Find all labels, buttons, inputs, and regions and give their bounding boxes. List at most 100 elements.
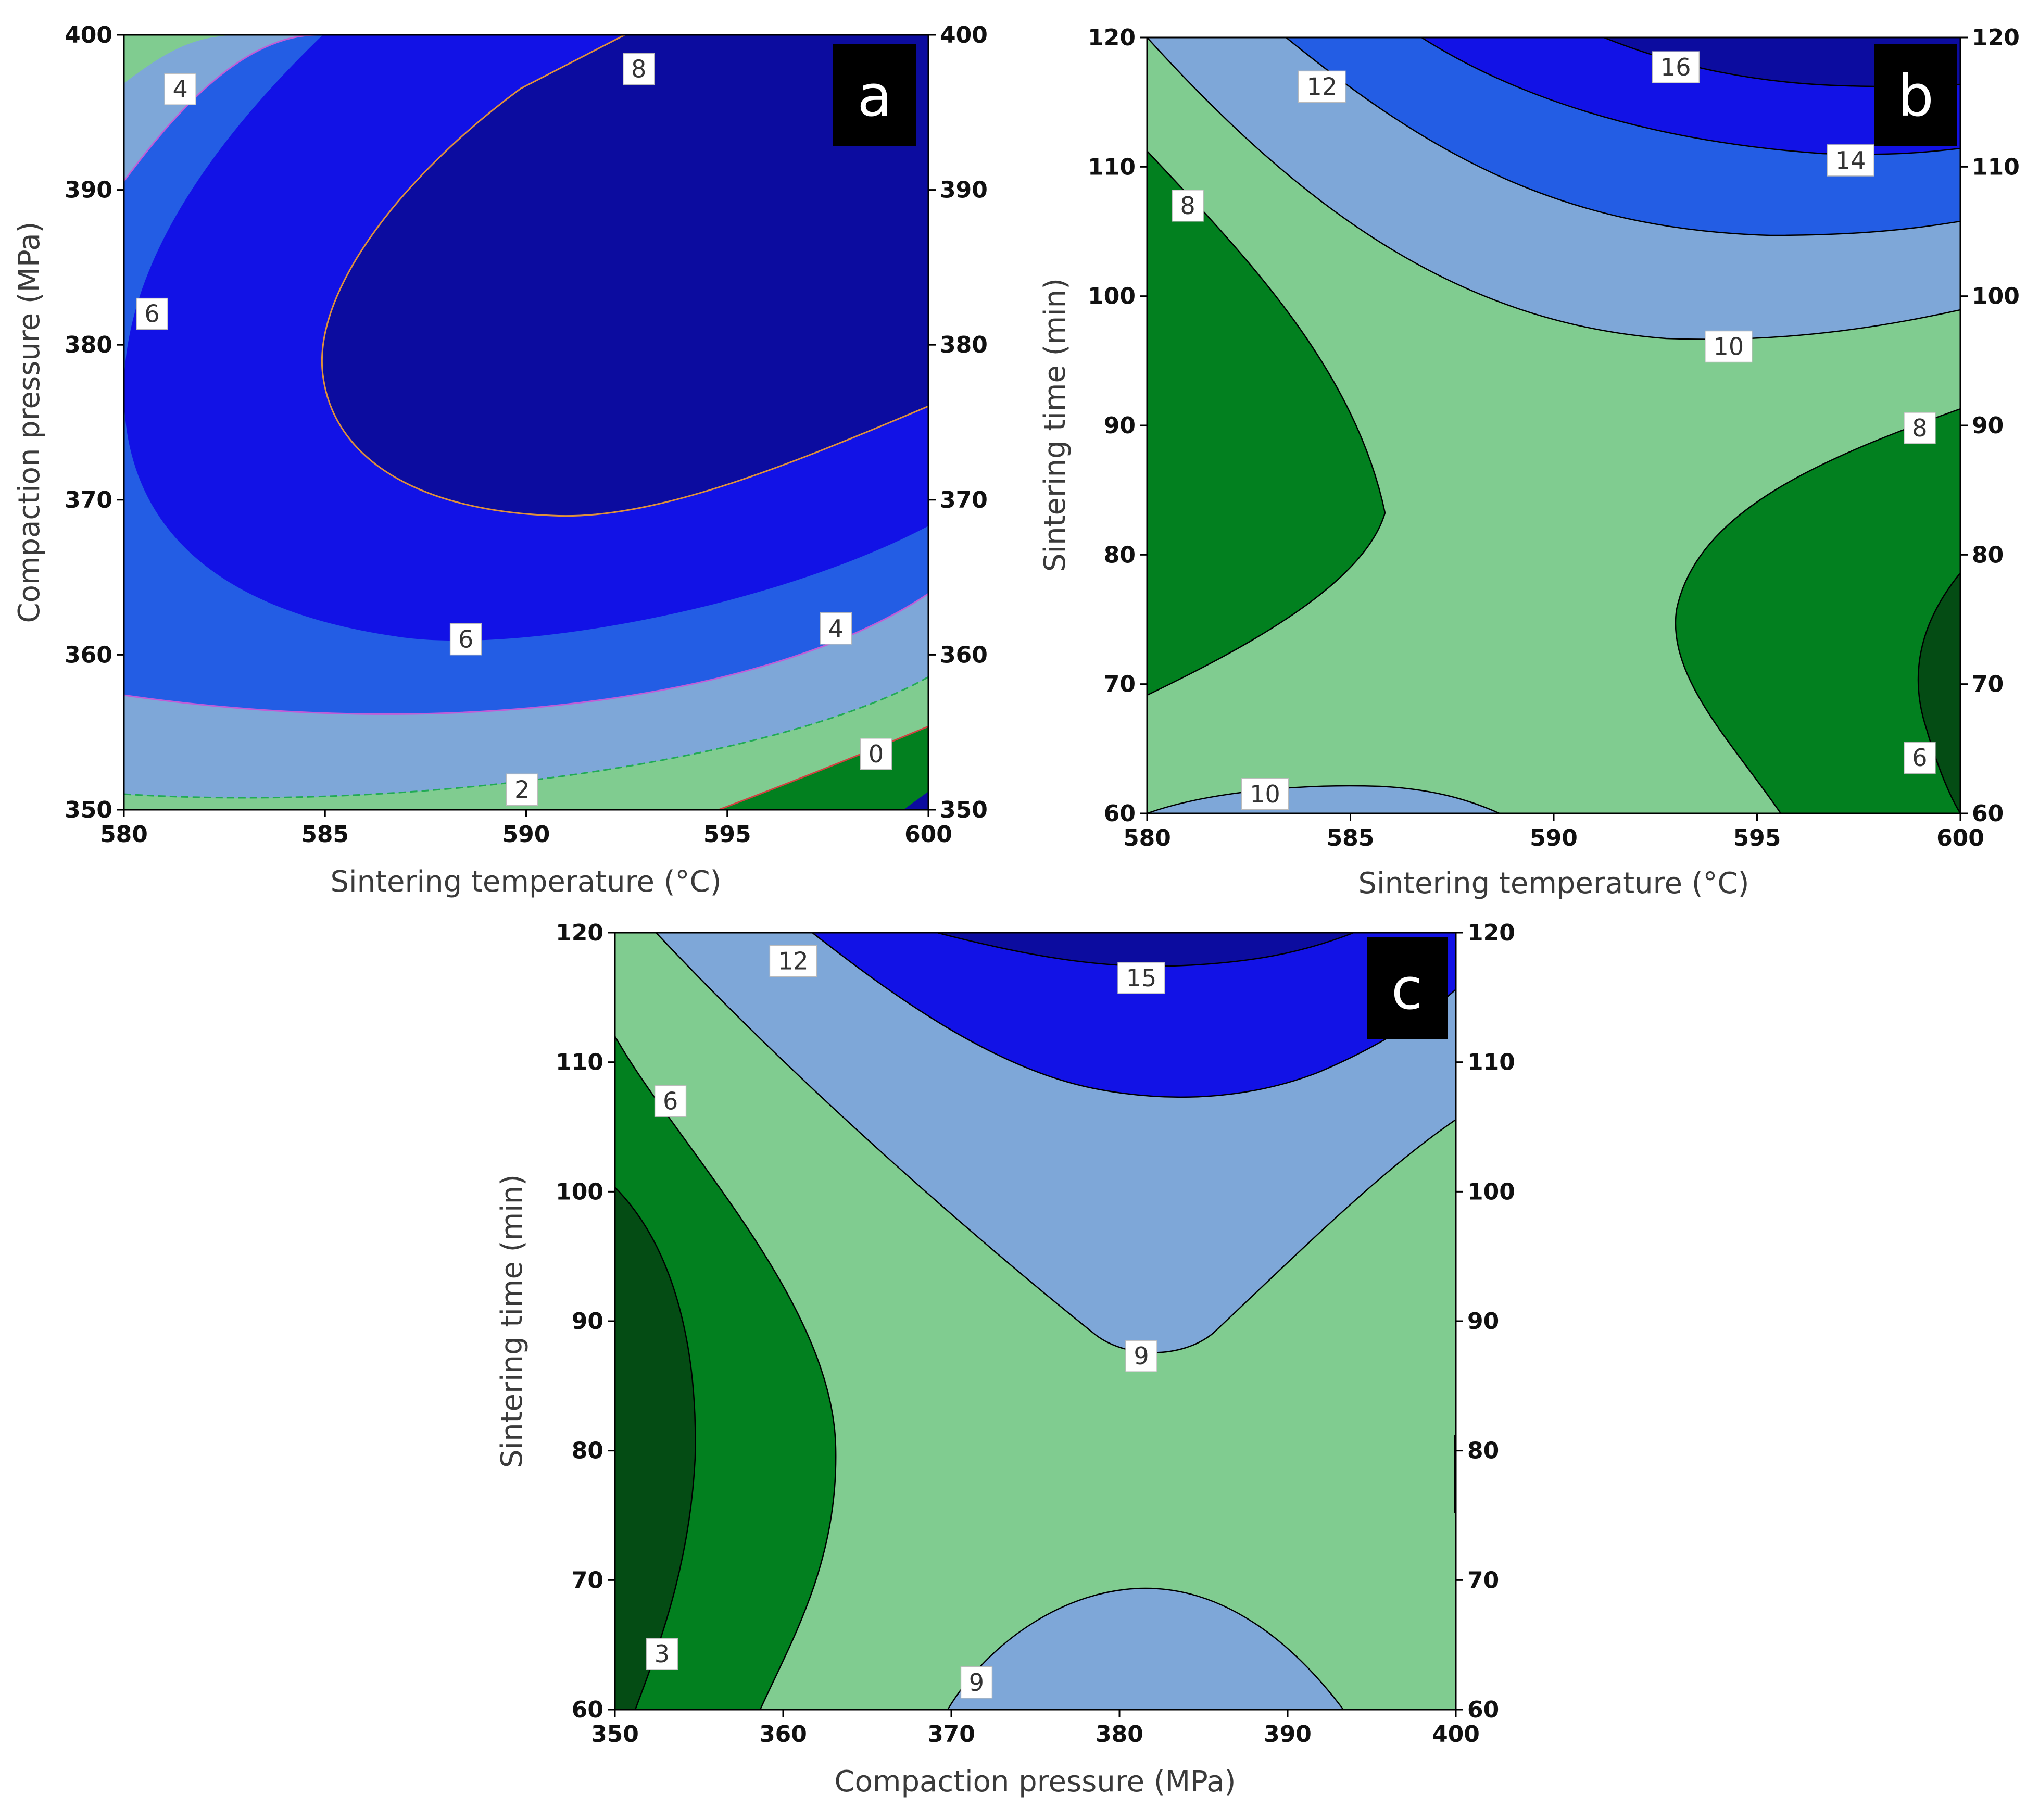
panel-b-right-tick-label: 120 [1972, 24, 2020, 51]
panel-a-right-tick-label: 360 [940, 642, 988, 668]
panel-a-right-tick-label: 370 [940, 487, 988, 513]
panel-b-right-tick-label: 80 [1972, 542, 2004, 568]
panel-a-contour-labels: 4 8 6 6 4 2 0 [136, 53, 892, 806]
panel-b-region-6-8-right [1675, 408, 1960, 813]
panel-a-contour-label-box [820, 612, 852, 645]
panel-b-x-tick-label: 585 [1327, 825, 1375, 851]
panel-c-contour-label: 9 [1134, 1342, 1149, 1370]
panel-b-x-axis-title: Sintering temperature (°C) [1358, 867, 1749, 900]
panel-b-contour-label-box [1298, 70, 1346, 103]
panel-c-contour-label-box [654, 1085, 687, 1118]
panel-c: 12 15 6 9 3 9 60 70 80 90 100 110 120 60 70 80 90 100 11… [495, 920, 1515, 1799]
panel-c-x-tick-label: 400 [1432, 1721, 1480, 1748]
panel-b-contour-label-box [1904, 742, 1936, 774]
panel-a-contour-label: 0 [869, 740, 884, 768]
panel-c-x-axis-title: Compaction pressure (MPa) [835, 1765, 1236, 1799]
panel-c-x-tick-label: 360 [759, 1721, 807, 1748]
panel-a-region-0-2 [718, 725, 928, 810]
panel-b-contour-label: 10 [1250, 780, 1280, 808]
panel-b-left-tick-label: 70 [1104, 671, 1136, 698]
panel-b-contour-label-box [1652, 51, 1700, 83]
panel-b-left-tick-label: 110 [1088, 154, 1136, 180]
panel-a-left-tick-label: 350 [65, 797, 112, 823]
panel-c-right-tick-label: 100 [1467, 1178, 1515, 1205]
panel-b-x-ticks: 580 585 590 595 600 [1123, 813, 1984, 851]
panel-c-contour-label-box [769, 945, 817, 977]
panel-b-contour-label: 8 [1912, 414, 1927, 442]
panel-b-left-tick-label: 60 [1104, 800, 1136, 827]
panel-c-contour-label: 6 [663, 1087, 678, 1115]
panel-a-region-below-0 [903, 792, 928, 810]
panel-a-region-above-8 [321, 35, 928, 517]
panel-c-left-tick-label: 60 [572, 1697, 603, 1723]
panel-a-right-tick-label: 400 [940, 22, 988, 48]
panel-c-left-tick-label: 100 [556, 1178, 603, 1205]
panel-c-right-ticks: 60 70 80 90 100 110 120 [1456, 920, 1515, 1723]
panel-a-contour-label-box [506, 773, 538, 806]
panel-b-region-below-6 [1917, 572, 1960, 813]
panel-a-left-ticks: 350 360 370 380 390 400 [65, 22, 124, 823]
panel-b-contour-label: 12 [1307, 72, 1338, 101]
panel-a-x-tick-label: 580 [100, 821, 148, 848]
panel-b-x-tick-label: 580 [1123, 825, 1171, 851]
panel-b-x-tick-label: 590 [1530, 825, 1578, 851]
panel-b-region-10-12-bottom [1147, 785, 1500, 813]
panel-a-contour-label-box [136, 297, 168, 330]
panel-b-region-6-8-left [1147, 150, 1386, 696]
panel-c-left-tick-label: 90 [572, 1308, 603, 1335]
panel-b-letter: b [1897, 62, 1934, 129]
panel-c-x-tick-label: 390 [1264, 1721, 1312, 1748]
panel-c-contour-labels: 12 15 6 9 3 9 [646, 945, 1165, 1699]
panel-b-y-axis-title: Sintering time (min) [1038, 278, 1072, 572]
panel-b-contour-label: 8 [1180, 192, 1195, 220]
panel-a-contour-label-box [164, 73, 196, 105]
panel-a-contour-label: 2 [514, 775, 530, 804]
panel-c-contour-label: 15 [1126, 964, 1157, 992]
panel-c-contour-label-box [960, 1666, 993, 1699]
panel-a-letter-box [833, 44, 916, 146]
panel-b-x-tick-label: 600 [1936, 825, 1984, 851]
panel-a-right-ticks: 350 360 370 380 390 400 [928, 22, 988, 823]
panel-c-right-tick-label: 90 [1467, 1308, 1499, 1335]
panel-a-x-tick-label: 595 [703, 821, 751, 848]
panel-a-left-tick-label: 370 [65, 487, 112, 513]
panel-a-left-tick-label: 380 [65, 332, 112, 358]
panel-c-x-tick-label: 370 [927, 1721, 975, 1748]
panel-a-letter: a [857, 62, 892, 129]
panel-c-region-above-15 [937, 933, 1354, 967]
panel-b-contour-label-box [1172, 190, 1204, 222]
panel-c-contour-label-box [646, 1638, 678, 1670]
panel-a-contour-label: 4 [828, 614, 844, 643]
panel-c-left-tick-label: 70 [572, 1567, 603, 1593]
panel-c-letter-box [1367, 937, 1448, 1039]
panel-a-contour-label: 8 [631, 55, 646, 83]
panel-a-contour-label-box [860, 738, 892, 770]
panel-c-contour-label: 9 [969, 1668, 984, 1697]
panel-b-x-tick-label: 595 [1733, 825, 1781, 851]
panel-a-contour-label-box [449, 623, 482, 656]
panel-c-letter: c [1391, 956, 1423, 1022]
panel-a-contour-label: 6 [144, 300, 159, 328]
panel-b-contour-labels: 12 16 14 8 10 8 6 10 [1172, 51, 1936, 810]
panel-b-left-ticks: 60 70 80 90 100 110 120 [1088, 24, 1147, 827]
panel-c-region-9-12-bottom [947, 1587, 1344, 1710]
panel-c-right-tick-label: 60 [1467, 1697, 1499, 1723]
panel-b-contour-label: 14 [1835, 146, 1866, 174]
panel-b: 12 16 14 8 10 8 6 10 60 70 80 90 100 110 120 60 70 80 90… [1038, 24, 2020, 900]
panel-b-contour-label: 6 [1912, 744, 1927, 772]
panel-a-right-tick-label: 390 [940, 177, 988, 204]
panel-a-contour-label-box [623, 53, 655, 85]
panel-c-left-tick-label: 120 [556, 920, 603, 946]
panel-c-left-tick-label: 80 [572, 1438, 603, 1464]
panel-a-contour-label: 4 [173, 75, 188, 103]
panel-a-x-axis-title: Sintering temperature (°C) [330, 865, 721, 899]
panel-c-right-tick-label: 110 [1467, 1049, 1515, 1076]
panel-c-contour-fills [615, 933, 1456, 1710]
panel-b-right-tick-label: 90 [1972, 412, 2004, 439]
panel-a-y-axis-title: Compaction pressure (MPa) [12, 222, 46, 623]
panel-b-left-tick-label: 80 [1104, 542, 1136, 568]
panel-b-right-tick-label: 60 [1972, 800, 2004, 827]
panel-c-y-axis-title: Sintering time (min) [495, 1174, 529, 1468]
